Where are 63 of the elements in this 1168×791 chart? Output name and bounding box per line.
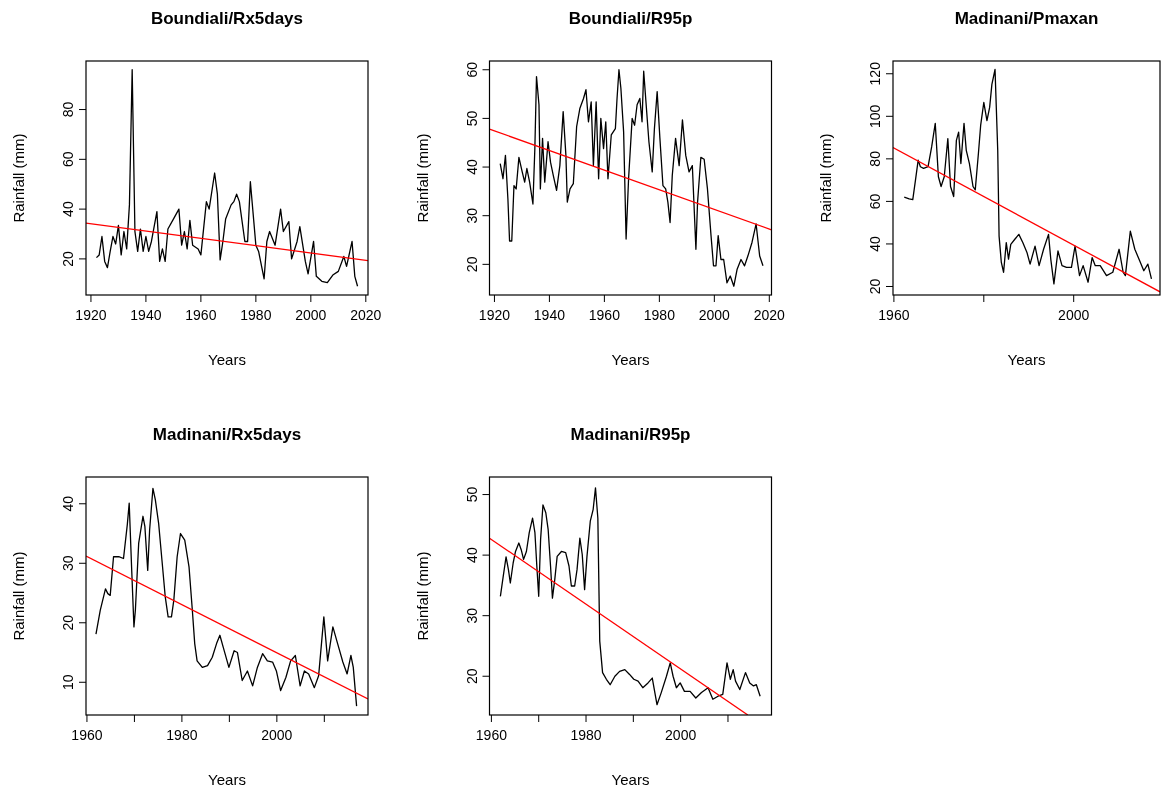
x-tick-label: 1920 xyxy=(75,307,107,323)
x-tick-label: 2000 xyxy=(1058,307,1090,323)
y-axis-title: Rainfall (mm) xyxy=(10,133,27,223)
y-axis-title: Rainfall (mm) xyxy=(413,551,431,641)
x-axis-title: Years xyxy=(208,351,246,368)
y-tick-label: 20 xyxy=(463,668,480,685)
x-tick-label: 1980 xyxy=(166,727,198,743)
y-tick-label: 40 xyxy=(463,159,480,175)
x-tick-label: 1980 xyxy=(570,727,602,743)
y-tick-label: 20 xyxy=(60,614,76,631)
line-series xyxy=(95,69,359,287)
x-tick-label: 2000 xyxy=(295,307,327,323)
y-tick-label: 20 xyxy=(463,256,480,273)
line-series xyxy=(499,69,764,287)
y-tick-label: 30 xyxy=(463,207,480,224)
chart-title: Madinani/Pmaxan xyxy=(954,9,1099,28)
y-axis-title: Rainfall (mm) xyxy=(413,133,431,223)
x-tick-label: 1980 xyxy=(643,307,676,323)
y-tick-label: 120 xyxy=(867,61,883,86)
y-tick-label: 50 xyxy=(463,110,480,127)
y-tick-label: 60 xyxy=(867,193,883,210)
x-axis-title: Years xyxy=(208,771,246,788)
x-tick-label: 1960 xyxy=(185,307,217,323)
y-tick-label: 30 xyxy=(463,607,480,624)
y-tick-label: 40 xyxy=(60,201,76,217)
y-tick-label: 50 xyxy=(463,486,480,503)
y-tick-label: 100 xyxy=(867,104,883,128)
x-tick-label: 1940 xyxy=(130,307,162,323)
y-tick-label: 20 xyxy=(60,250,76,267)
chart-title: Madinani/R95p xyxy=(570,425,691,444)
chart-title: Boundiali/R95p xyxy=(568,9,693,28)
chart-title: Boundiali/Rx5days xyxy=(150,9,304,28)
x-tick-label: 1960 xyxy=(475,727,508,743)
y-tick-label: 30 xyxy=(60,555,76,572)
x-axis-title: Years xyxy=(1007,351,1046,368)
line-series xyxy=(903,68,1153,285)
y-tick-label: 10 xyxy=(60,674,76,691)
line-series xyxy=(95,487,358,707)
y-tick-label: 80 xyxy=(60,101,76,118)
x-tick-label: 1920 xyxy=(478,307,511,323)
y-axis-title: Rainfall (mm) xyxy=(817,133,834,223)
x-tick-label: 2000 xyxy=(698,307,731,323)
y-tick-label: 60 xyxy=(463,61,480,78)
x-tick-label: 1960 xyxy=(71,727,103,743)
y-tick-label: 40 xyxy=(463,547,480,563)
x-tick-label: 1960 xyxy=(878,307,910,323)
y-tick-label: 80 xyxy=(867,150,883,167)
chart-title: Madinani/Rx5days xyxy=(152,425,302,444)
x-tick-label: 2020 xyxy=(350,307,382,323)
x-tick-label: 2000 xyxy=(665,727,697,743)
x-tick-label: 2020 xyxy=(753,307,786,323)
y-tick-label: 40 xyxy=(867,235,883,252)
y-tick-label: 60 xyxy=(60,151,76,168)
x-tick-label: 1960 xyxy=(588,307,621,323)
x-tick-label: 1940 xyxy=(533,307,566,323)
x-tick-label: 2000 xyxy=(261,727,293,743)
y-axis-title: Rainfall (mm) xyxy=(10,551,27,641)
y-tick-label: 20 xyxy=(867,278,883,295)
x-axis-title: Years xyxy=(611,771,650,788)
x-tick-label: 1980 xyxy=(240,307,272,323)
line-series xyxy=(499,487,761,706)
x-axis-title: Years xyxy=(611,351,650,368)
y-tick-label: 40 xyxy=(60,495,76,512)
